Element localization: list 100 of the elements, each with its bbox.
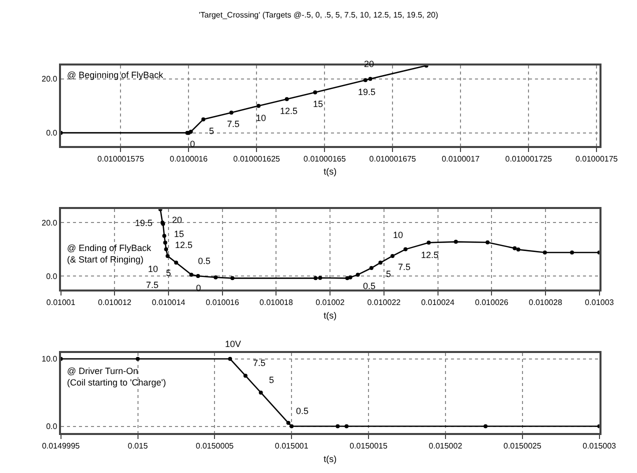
- point: [243, 374, 248, 378]
- annotation: 12.5: [280, 106, 298, 116]
- point: [570, 250, 574, 255]
- point: [512, 246, 517, 250]
- annotation: 10: [256, 113, 266, 123]
- x-tick-label: 0.0100017: [442, 154, 480, 164]
- x-tick-label: 0.01000175: [575, 154, 618, 164]
- point: [189, 272, 194, 277]
- point: [486, 240, 490, 244]
- point: [201, 117, 206, 122]
- annotation: 5: [166, 268, 172, 278]
- point: [166, 254, 170, 258]
- y-tick-label: 20.0: [42, 74, 58, 84]
- x-tick-label: 0.01003: [584, 298, 614, 307]
- point: [164, 247, 168, 252]
- annotation: 19.5: [135, 218, 153, 228]
- point: [344, 424, 349, 428]
- annotation: @ Ending of FlyBack (& Start of Ringing): [67, 243, 152, 265]
- point: [163, 240, 168, 245]
- point: [484, 424, 488, 428]
- x-tick-label: 0.010018: [260, 298, 294, 307]
- annotation: 19.5: [358, 87, 376, 97]
- annotation: 7.5: [398, 262, 411, 272]
- point: [196, 274, 200, 278]
- x-tick-label: 0.01002: [316, 298, 346, 307]
- point: [516, 248, 520, 252]
- point: [284, 97, 289, 102]
- x-tick-label: 0.0100016: [170, 154, 208, 164]
- x-tick-label: 0.01000165: [304, 154, 346, 164]
- point: [290, 424, 294, 428]
- annotation: 12.5: [421, 250, 439, 260]
- x-axis-title: t(s): [324, 166, 337, 177]
- annotation: 5: [269, 375, 274, 385]
- x-tick-label: 0.010001725: [505, 154, 553, 164]
- y-tick-label: 0.0: [46, 422, 58, 432]
- x-tick-label: 0.0150025: [503, 442, 542, 451]
- point: [403, 247, 408, 252]
- x-tick-label: 0.010016: [206, 298, 240, 307]
- annotation: 0.5: [198, 256, 211, 266]
- point: [228, 356, 232, 361]
- point: [356, 272, 360, 277]
- annotation: 7.5: [227, 119, 240, 129]
- point: [313, 90, 318, 94]
- point: [314, 276, 318, 280]
- chart-title: 'Target_Crossing' (Targets @-.5, 0, .5, 5, 7.5, 10, 12.5, 15, 19.5, 20): [198, 10, 438, 20]
- annotation: 7.5: [146, 280, 159, 290]
- annotation: 20: [172, 215, 182, 225]
- point: [214, 275, 218, 280]
- x-tick-label: 0.015002: [428, 442, 463, 451]
- annotation: @ Beginning of FlyBack: [67, 70, 164, 80]
- point: [348, 275, 352, 280]
- annotation: @ Driver Turn-On (Coil starting to 'Charge'): [67, 366, 166, 388]
- point: [256, 104, 261, 108]
- x-tick-label: 0.010028: [528, 298, 563, 307]
- annotation: 7.5: [253, 358, 266, 368]
- point: [426, 240, 431, 245]
- annotation: 10V: [225, 339, 242, 349]
- point: [318, 276, 322, 280]
- x-tick-label: 0.01001: [46, 298, 76, 307]
- point: [174, 260, 178, 265]
- x-tick-label: 0.010001675: [369, 154, 417, 164]
- x-tick-label: 0.015: [128, 442, 148, 451]
- y-tick-label: 20.0: [42, 218, 58, 228]
- annotation: 15: [313, 99, 324, 109]
- y-tick-label: 10.0: [42, 354, 58, 364]
- point: [378, 260, 382, 265]
- y-tick-label: 0.0: [46, 128, 58, 138]
- point: [363, 78, 368, 82]
- line-series: [158, 209, 600, 280]
- x-tick-label: 0.010014: [152, 298, 186, 307]
- annotation: 0.5: [363, 281, 376, 291]
- x-tick-label: 0.0149995: [42, 442, 80, 451]
- x-tick-label: 0.010026: [474, 298, 509, 307]
- line-series: [60, 356, 600, 428]
- x-tick-label: 0.010001625: [233, 154, 281, 164]
- x-axis-title: t(s): [324, 310, 337, 320]
- annotation: 10: [148, 264, 158, 274]
- point: [390, 254, 395, 258]
- annotation: 0.5: [296, 406, 309, 416]
- x-tick-label: 0.0150005: [196, 442, 234, 451]
- annotation: 5: [209, 126, 214, 136]
- point: [542, 250, 547, 255]
- point: [369, 266, 374, 270]
- point: [258, 390, 263, 395]
- x-tick-label: 0.015001: [274, 442, 309, 451]
- annotation: 5: [386, 269, 392, 279]
- x-tick-label: 0.010022: [367, 298, 402, 307]
- annotation: 12.5: [175, 240, 193, 250]
- x-tick-label: 0.015003: [582, 442, 617, 451]
- x-tick-label: 0.010012: [98, 298, 132, 307]
- x-tick-label: 0.0150015: [350, 442, 388, 451]
- x-tick-label: 0.010024: [421, 298, 456, 307]
- point: [454, 240, 458, 244]
- annotation: 10: [393, 230, 404, 240]
- point: [229, 110, 234, 115]
- point: [368, 76, 372, 81]
- point: [162, 234, 166, 238]
- point: [286, 420, 290, 425]
- x-tick-label: 0.010001575: [97, 154, 145, 164]
- point: [136, 356, 140, 361]
